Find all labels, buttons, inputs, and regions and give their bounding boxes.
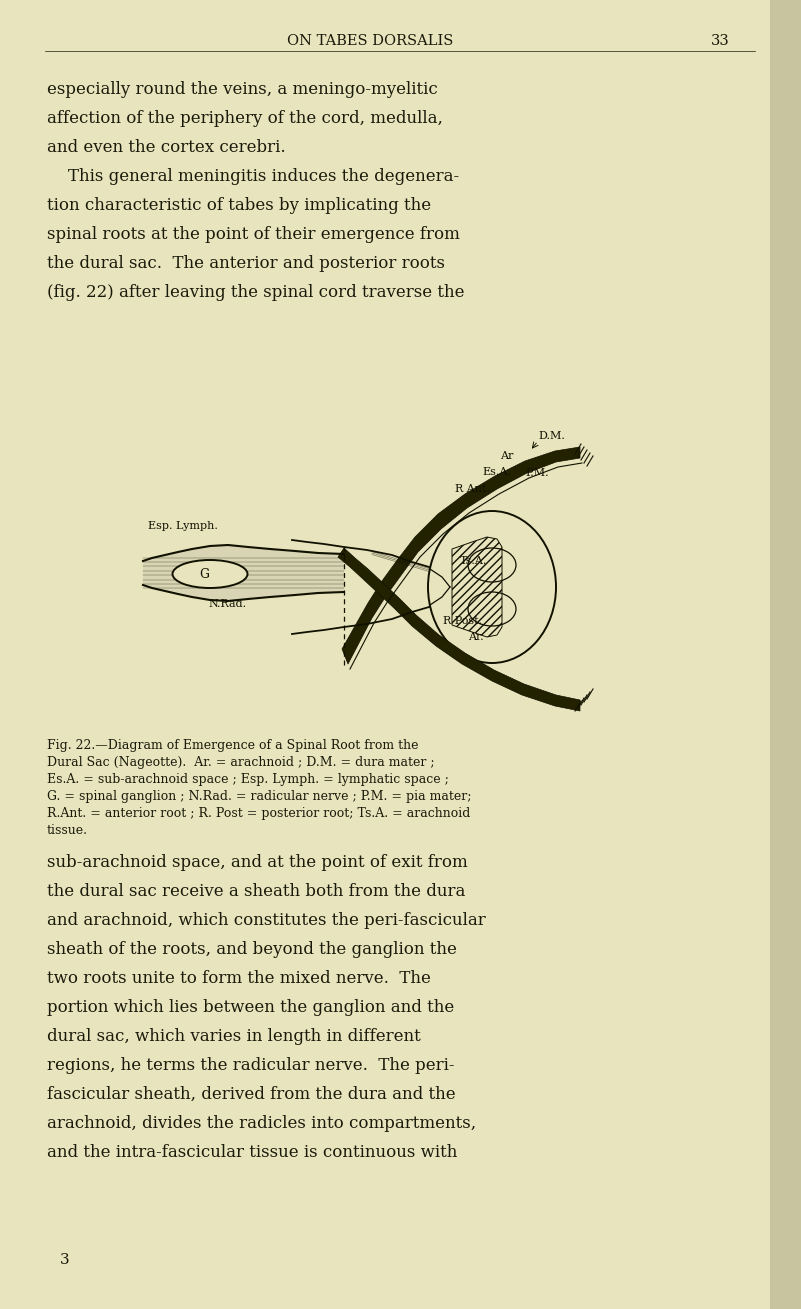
Ellipse shape [468,592,516,626]
Text: Fig. 22.—Diagram of Emergence of a Spinal Root from the: Fig. 22.—Diagram of Emergence of a Spina… [47,740,418,751]
Polygon shape [143,545,344,601]
Text: P.M.: P.M. [525,469,549,478]
Polygon shape [338,548,580,711]
Text: spinal roots at the point of their emergence from: spinal roots at the point of their emerg… [47,226,460,243]
Text: tissue.: tissue. [47,823,88,836]
Text: R.Ant. = anterior root ; R. Post = posterior root; Ts.A. = arachnoid: R.Ant. = anterior root ; R. Post = poste… [47,808,470,819]
Text: 33: 33 [710,34,730,48]
Text: the dural sac receive a sheath both from the dura: the dural sac receive a sheath both from… [47,884,465,901]
Text: Esp. Lymph.: Esp. Lymph. [148,521,218,531]
Text: especially round the veins, a meningo-myelitic: especially round the veins, a meningo-my… [47,81,438,98]
Text: sheath of the roots, and beyond the ganglion the: sheath of the roots, and beyond the gang… [47,941,457,958]
Text: Ar: Ar [500,452,513,461]
Text: G: G [199,568,209,580]
Text: and the intra-fascicular tissue is continuous with: and the intra-fascicular tissue is conti… [47,1144,457,1161]
Text: R Ant.: R Ant. [455,484,490,493]
Text: N.Rad.: N.Rad. [209,600,247,609]
Text: fascicular sheath, derived from the dura and the: fascicular sheath, derived from the dura… [47,1086,456,1103]
Text: Ts.A.: Ts.A. [460,556,487,565]
Ellipse shape [172,560,248,588]
Text: Es.A.: Es.A. [482,467,511,476]
Text: 3: 3 [60,1253,70,1267]
Text: ON TABES DORSALIS: ON TABES DORSALIS [287,34,453,48]
Text: This general meningitis induces the degenera-: This general meningitis induces the dege… [47,168,459,185]
Text: Es.A. = sub-arachnoid space ; Esp. Lymph. = lymphatic space ;: Es.A. = sub-arachnoid space ; Esp. Lymph… [47,774,449,785]
Text: and arachnoid, which constitutes the peri-fascicular: and arachnoid, which constitutes the per… [47,912,485,929]
Text: and even the cortex cerebri.: and even the cortex cerebri. [47,139,286,156]
Text: Dural Sac (Nageotte).  Ar. = arachnoid ; D.M. = dura mater ;: Dural Sac (Nageotte). Ar. = arachnoid ; … [47,757,435,768]
Text: sub-arachnoid space, and at the point of exit from: sub-arachnoid space, and at the point of… [47,853,468,870]
Text: regions, he terms the radicular nerve.  The peri-: regions, he terms the radicular nerve. T… [47,1056,454,1073]
Text: (fig. 22) after leaving the spinal cord traverse the: (fig. 22) after leaving the spinal cord … [47,284,465,301]
Ellipse shape [468,548,516,583]
Text: D.M.: D.M. [538,431,565,441]
Polygon shape [342,446,580,664]
Text: arachnoid, divides the radicles into compartments,: arachnoid, divides the radicles into com… [47,1115,476,1132]
Text: dural sac, which varies in length in different: dural sac, which varies in length in dif… [47,1028,421,1045]
Text: the dural sac.  The anterior and posterior roots: the dural sac. The anterior and posterio… [47,255,445,272]
Text: tion characteristic of tabes by implicating the: tion characteristic of tabes by implicat… [47,196,431,213]
Ellipse shape [428,511,556,662]
Text: Ar.: Ar. [468,632,484,641]
Text: portion which lies between the ganglion and the: portion which lies between the ganglion … [47,999,454,1016]
Bar [770,0,801,1309]
Text: two roots unite to form the mixed nerve.  The: two roots unite to form the mixed nerve.… [47,970,431,987]
Text: R Post.: R Post. [443,617,482,626]
Text: affection of the periphery of the cord, medulla,: affection of the periphery of the cord, … [47,110,443,127]
Text: G. = spinal ganglion ; N.Rad. = radicular nerve ; P.M. = pia mater;: G. = spinal ganglion ; N.Rad. = radicula… [47,791,472,802]
